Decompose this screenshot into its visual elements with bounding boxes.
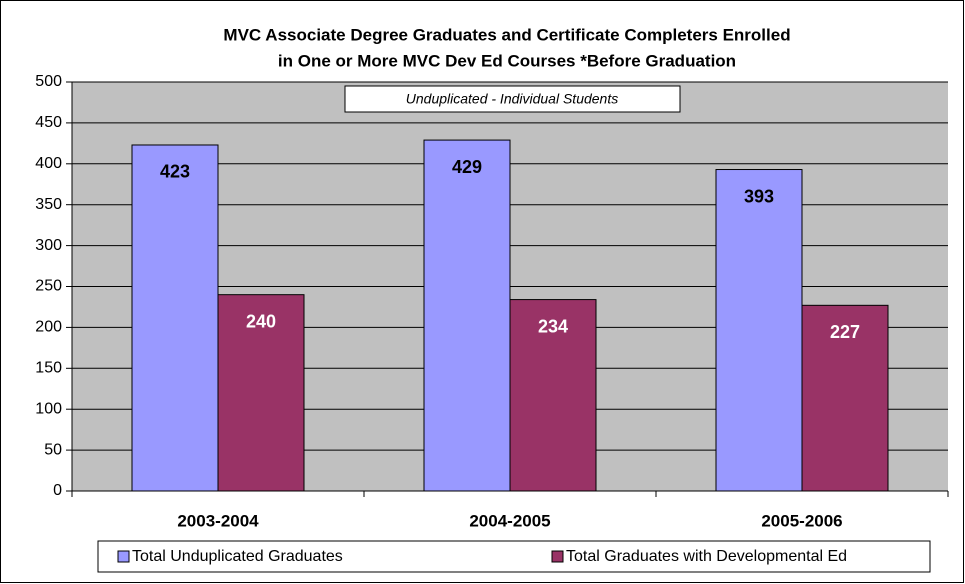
legend-swatch [117, 550, 130, 563]
value-label: 423 [160, 162, 190, 182]
y-tick-label: 100 [35, 400, 62, 417]
x-tick-label: 2005-2006 [761, 511, 842, 530]
annotation-box [344, 85, 681, 113]
bar [131, 144, 219, 492]
y-tick-label: 250 [35, 278, 62, 295]
chart-title: MVC Associate Degree Graduates and Certi… [223, 25, 790, 44]
x-tick-label: 2004-2005 [469, 511, 550, 530]
chart-title: in One or More MVC Dev Ed Courses *Befor… [278, 51, 736, 70]
value-label: 227 [830, 322, 860, 342]
legend-label: Total Unduplicated Graduates [132, 548, 343, 565]
legend-box [97, 540, 931, 573]
bar [509, 299, 597, 492]
value-label: 393 [744, 186, 774, 206]
y-tick-label: 500 [35, 73, 62, 90]
value-label: 240 [246, 311, 276, 331]
y-tick-label: 0 [53, 482, 62, 499]
x-tick-label: 2003-2004 [177, 511, 259, 530]
bar [801, 304, 889, 492]
bar [217, 294, 305, 492]
y-tick-label: 400 [35, 155, 62, 172]
y-tick-label: 300 [35, 237, 62, 254]
value-label: 234 [538, 316, 568, 336]
y-tick-label: 200 [35, 319, 62, 336]
y-tick-label: 450 [35, 114, 62, 131]
y-tick-label: 50 [44, 441, 62, 458]
legend-swatch [551, 550, 564, 563]
y-tick-label: 150 [35, 360, 62, 377]
bar [423, 139, 511, 492]
bar [715, 169, 803, 492]
y-tick-label: 350 [35, 196, 62, 213]
legend-label: Total Graduates with Developmental Ed [566, 548, 847, 565]
value-label: 429 [452, 157, 482, 177]
annotation: Unduplicated - Individual Students [406, 91, 618, 107]
